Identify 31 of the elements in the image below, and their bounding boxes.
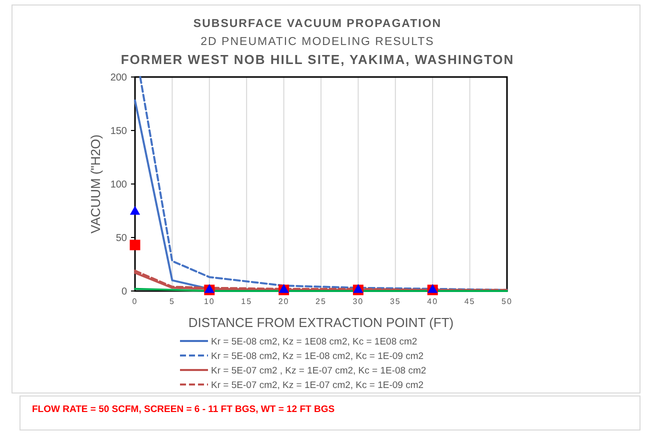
x-tick-label: 5 bbox=[169, 297, 175, 306]
point bbox=[428, 284, 438, 293]
point bbox=[204, 284, 214, 293]
x-tick-label: 50 bbox=[502, 297, 512, 306]
x-tick-label: 45 bbox=[464, 297, 476, 306]
y-tick-label: 0 bbox=[121, 286, 128, 298]
legend-label: Kr = 5E-07 cm2 , Kz = 1E-07 cm2, Kc = 1E-08 cm2 bbox=[211, 366, 426, 376]
point bbox=[278, 284, 289, 293]
legend-label: Kr = 5E-08 cm2, Kz = 1E08 cm2, Kc = 1E08 cm2 bbox=[211, 336, 418, 348]
y-tick-label: 150 bbox=[110, 126, 128, 137]
y-axis-title: VACUUM ("H2O) bbox=[88, 134, 103, 234]
x-tick-label: 25 bbox=[316, 297, 326, 306]
x-tick-label: 30 bbox=[352, 297, 364, 306]
x-tick-label: 35 bbox=[390, 297, 401, 306]
text: FLOW RATE = 50 SCFM, SCREEN = 6 - 11 FT BGS, WT = 12 FT BGS bbox=[32, 404, 335, 415]
chart-title: SUBSURFACE VACUUM PROPAGATION bbox=[193, 18, 442, 30]
legend-label: Kr = 5E-08 cm2, Kz = 1E-08 cm2, Kc = 1E-09 cm2 bbox=[211, 351, 424, 362]
y-tick-label: 50 bbox=[116, 233, 128, 244]
point bbox=[130, 206, 140, 215]
x-tick-label: 20 bbox=[278, 297, 290, 306]
x-tick-label: 40 bbox=[427, 297, 438, 306]
chart-subtitle: 2D PNEUMATIC MODELING RESULTS FORMER WEST NOB HILL SITE, YAKIMA, WASHINGTON bbox=[120, 36, 514, 67]
y-tick-label: 100 bbox=[110, 180, 128, 190]
legend-label: Kr = 5E-07 cm2, Kz = 1E-07 cm2, Kc = 1E-09 cm2 bbox=[211, 380, 424, 391]
point bbox=[130, 240, 140, 250]
x-axis-title: DISTANCE FROM EXTRACTION POINT (FT) bbox=[188, 315, 454, 330]
x-tick-label: 15 bbox=[241, 297, 252, 306]
point bbox=[353, 284, 364, 293]
x-tick-label: 10 bbox=[204, 297, 215, 306]
x-tick-label: 0 bbox=[132, 297, 138, 306]
y-tick-label: 200 bbox=[110, 72, 128, 84]
